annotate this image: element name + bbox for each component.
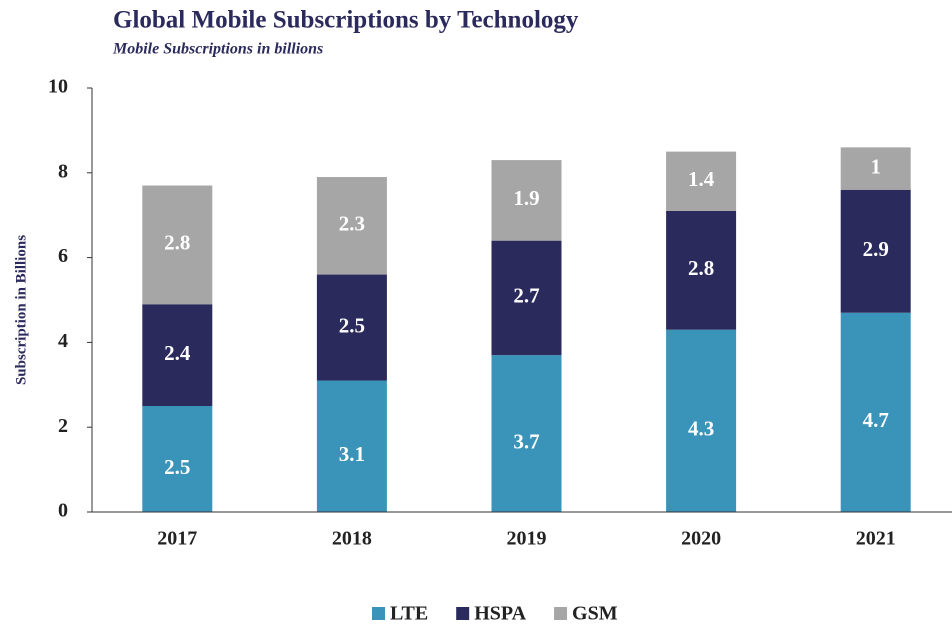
legend-swatch [372, 607, 385, 620]
bar-segment [142, 406, 213, 512]
data-label: 2.9 [863, 237, 889, 261]
chart-subtitle: Mobile Subscriptions in billions [112, 41, 323, 58]
data-label: 2.7 [513, 284, 539, 308]
data-label: 1.9 [513, 186, 539, 210]
y-tick-label: 8 [58, 160, 68, 182]
y-tick-label: 6 [58, 245, 68, 267]
data-label: 4.3 [688, 417, 714, 441]
data-label: 2.5 [339, 313, 365, 337]
data-label: 3.7 [513, 429, 539, 453]
x-tick-label: 2021 [856, 528, 896, 550]
bar-segment [840, 147, 911, 190]
legend-label: HSPA [474, 603, 526, 625]
y-tick-label: 2 [58, 415, 68, 437]
bar-segment [491, 160, 562, 241]
bar-segment [666, 151, 737, 211]
data-label: 2.4 [164, 341, 191, 365]
bar-segment [316, 177, 387, 275]
x-tick-label: 2020 [681, 528, 721, 550]
bar-segment [491, 355, 562, 512]
x-tick-label: 2019 [507, 528, 547, 550]
bar-segment [491, 240, 562, 356]
data-label: 1 [870, 154, 881, 178]
bar-segment [840, 312, 911, 512]
bar-segment [316, 380, 387, 512]
bar-segment [666, 329, 737, 512]
y-tick-label: 0 [58, 500, 68, 522]
legend-label: GSM [572, 603, 618, 625]
data-label: 3.1 [339, 442, 365, 466]
legend-swatch [554, 607, 568, 620]
y-axis-label: Subscription in Billions [13, 235, 29, 385]
y-tick-label: 10 [48, 76, 68, 98]
bar-segment [142, 304, 213, 406]
bar-segment [316, 274, 387, 381]
x-tick-label: 2017 [157, 528, 197, 550]
bar-segment [666, 210, 737, 330]
y-tick-label: 4 [58, 330, 68, 352]
data-label: 2.3 [339, 212, 365, 236]
bar-segment [142, 185, 213, 305]
data-label: 2.8 [688, 256, 714, 280]
bar-segment [840, 189, 911, 313]
x-tick-label: 2018 [332, 528, 372, 550]
data-label: 2.8 [164, 231, 190, 255]
legend-label: LTE [390, 603, 428, 625]
data-label: 4.7 [863, 408, 889, 432]
legend-swatch [456, 607, 470, 620]
chart-title: Global Mobile Subscriptions by Technolog… [113, 7, 579, 34]
data-label: 2.5 [164, 455, 190, 479]
data-label: 1.4 [688, 167, 715, 191]
